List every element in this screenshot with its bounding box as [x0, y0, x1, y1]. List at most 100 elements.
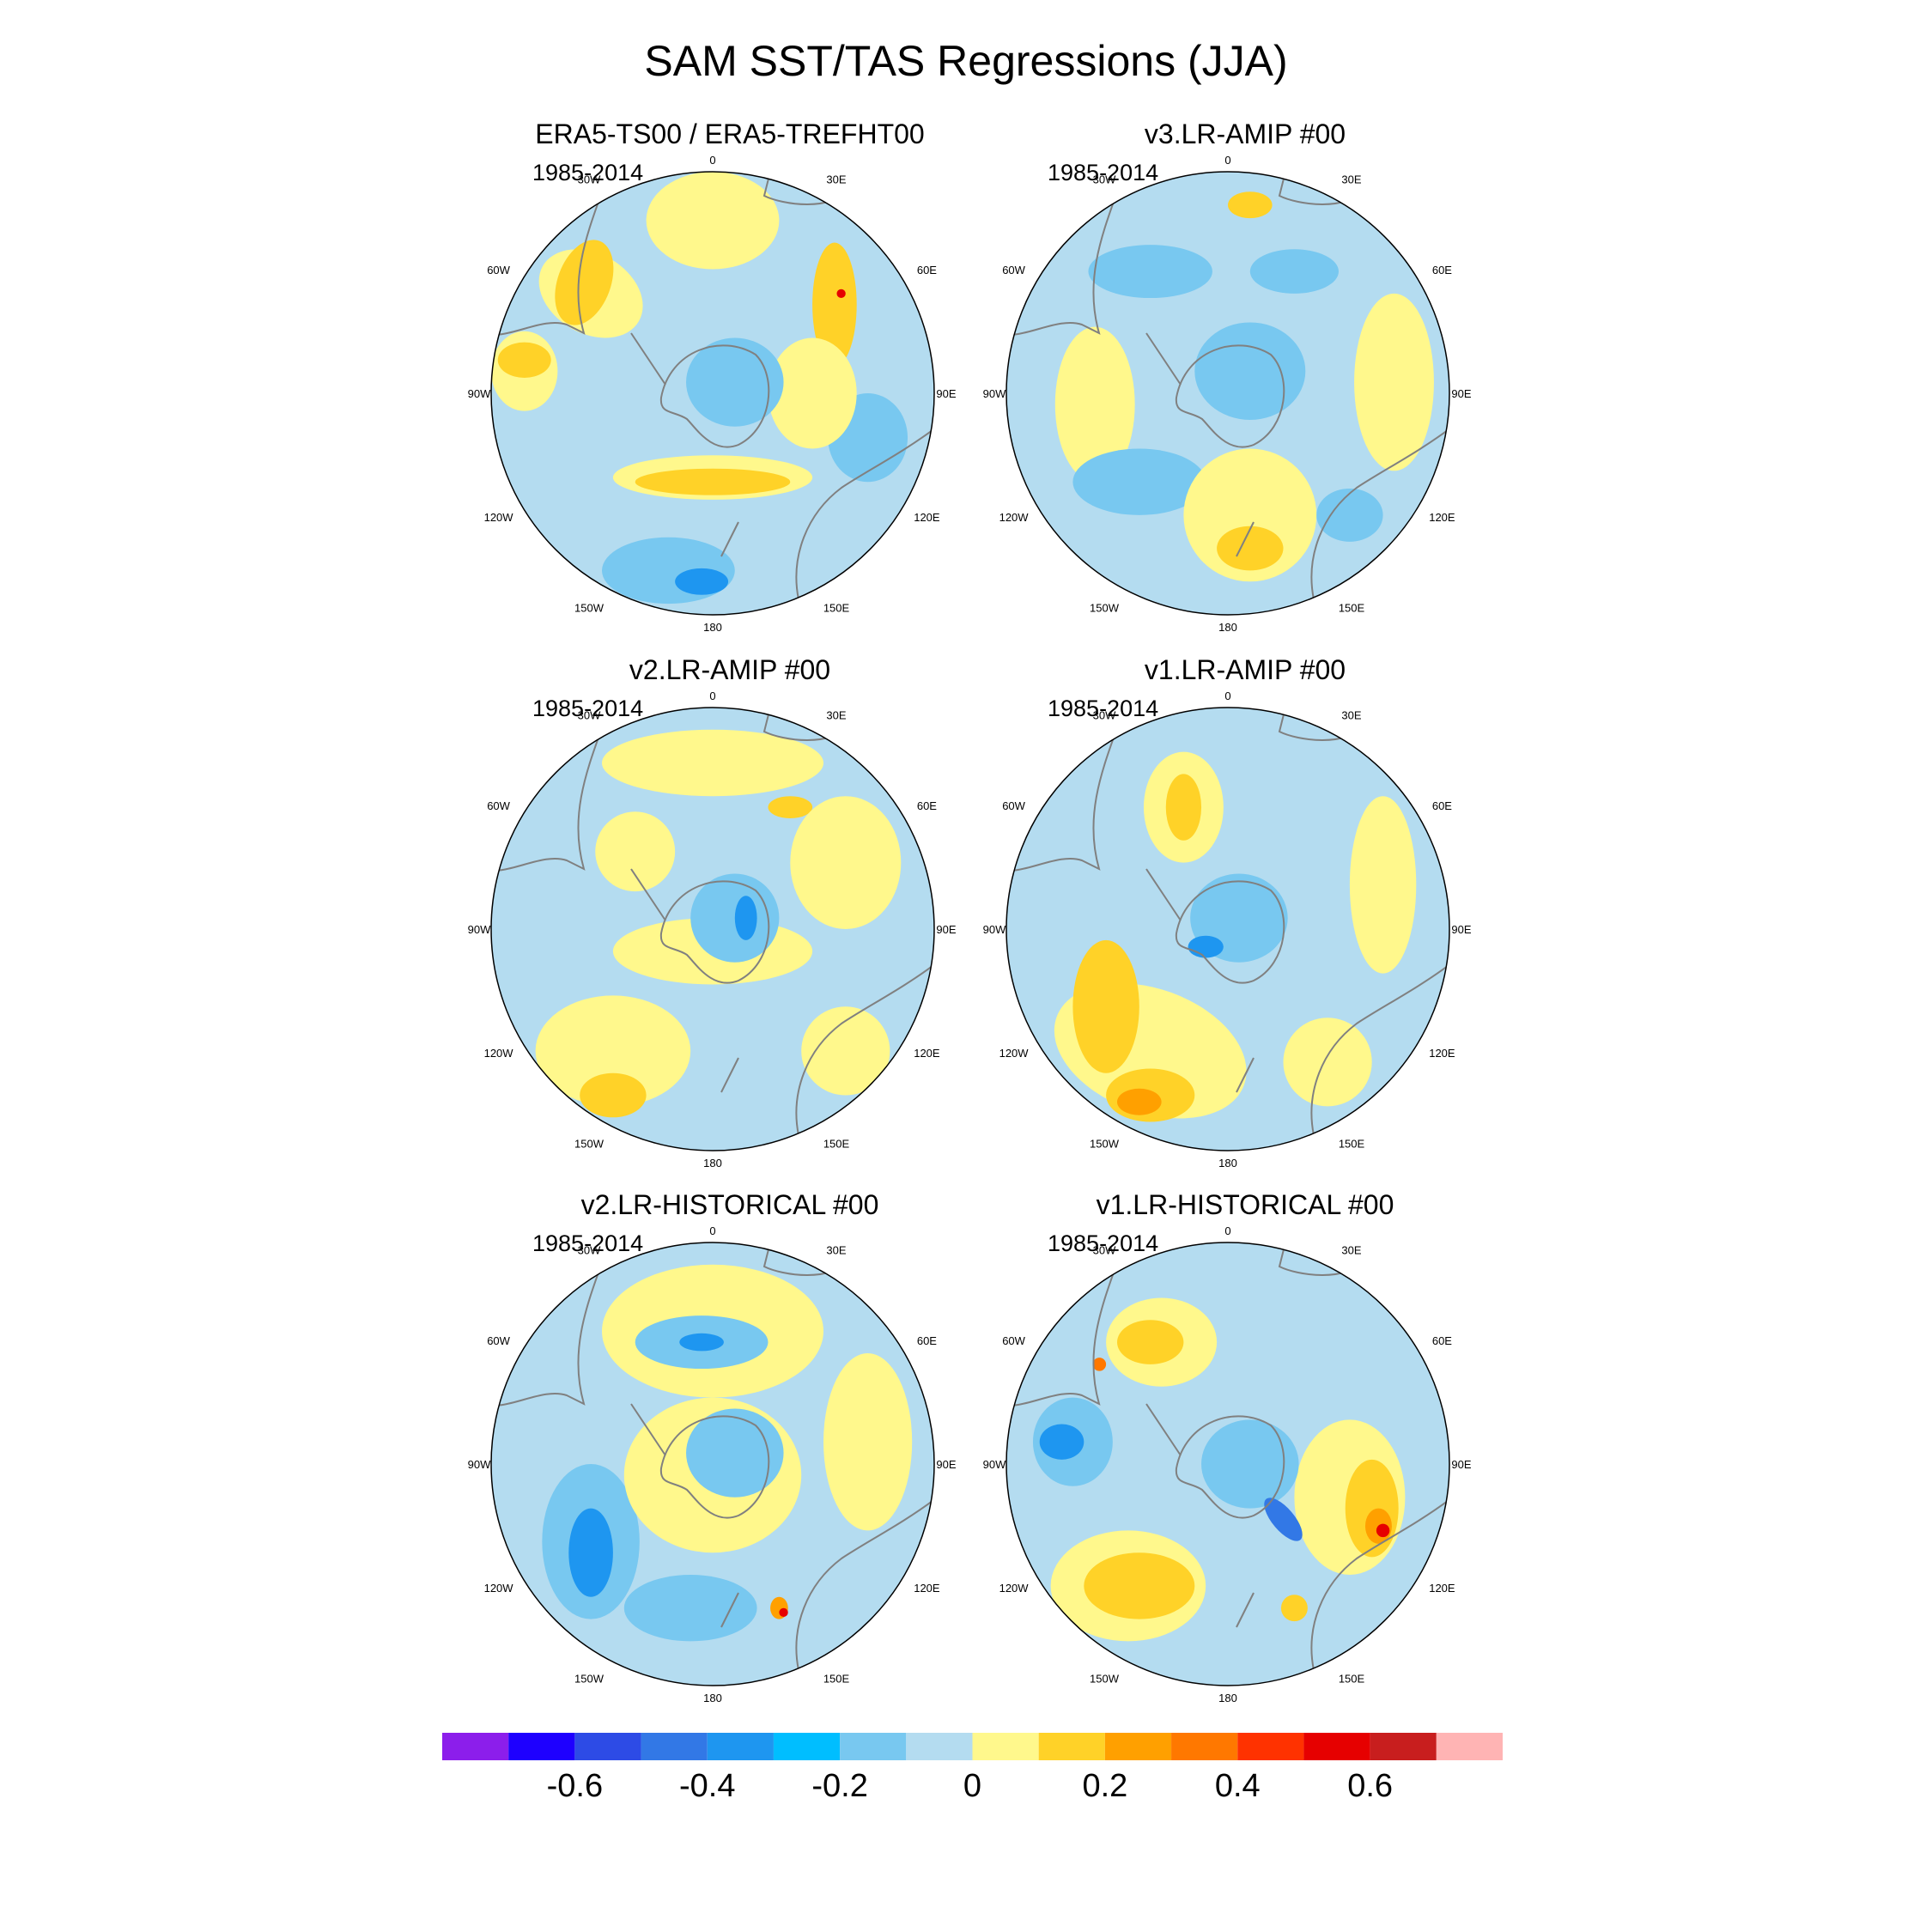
- peninsula-coastline: [630, 332, 666, 386]
- colorbar-swatch: [1303, 1733, 1370, 1760]
- field-blob: [790, 796, 902, 929]
- peninsula-coastline: [1145, 868, 1182, 921]
- longitude-label: 90W: [983, 1458, 1006, 1471]
- field-blob: [602, 729, 823, 797]
- map-border: [1005, 707, 1450, 1151]
- field-layer: [491, 172, 934, 615]
- longitude-label: 120W: [484, 1582, 514, 1595]
- australia-coastline: [1310, 1498, 1449, 1671]
- longitude-label: 60W: [1002, 264, 1025, 276]
- colorbar-tick-label: 0.4: [1215, 1768, 1261, 1804]
- longitude-label: 180: [1218, 621, 1237, 634]
- longitude-label: 90E: [936, 387, 956, 400]
- map-border: [1005, 1242, 1450, 1686]
- field-blob: [497, 342, 551, 378]
- field-blob: [1092, 1358, 1107, 1371]
- field-layer: [491, 708, 934, 1151]
- longitude-label: 30W: [1093, 709, 1116, 722]
- field-blob: [1280, 1595, 1308, 1622]
- field-blob: [679, 1333, 724, 1352]
- peninsula-coastline: [1145, 332, 1182, 386]
- longitude-label: 120E: [914, 511, 940, 524]
- map-border: [490, 1242, 935, 1686]
- field-blob: [1217, 526, 1284, 571]
- field-blob: [1349, 796, 1417, 974]
- longitude-label: 30E: [826, 709, 846, 722]
- australia-coastline: [795, 427, 934, 600]
- longitude-label: 0: [709, 1224, 715, 1237]
- longitude-label: 60E: [917, 264, 937, 276]
- map-border: [490, 171, 935, 616]
- longitude-label: 120E: [1429, 1047, 1455, 1060]
- antarctica-coastline: [659, 880, 770, 984]
- longitude-label: 150E: [823, 1672, 850, 1685]
- longitude-label: 30W: [578, 1244, 601, 1257]
- longitude-label: 90W: [983, 387, 1006, 400]
- longitude-label: 150W: [574, 601, 605, 614]
- antarctica-coastline: [659, 344, 770, 448]
- field-layer: [1006, 1242, 1449, 1686]
- map-panel: v1.LR-AMIP #00 0 30E 60E 90E 120E 150E 180 150W 1…: [970, 654, 1520, 1170]
- colorbar-tick-label: 0.2: [1082, 1768, 1127, 1804]
- field-blob: [646, 172, 780, 270]
- map-panel: v2.LR-AMIP #00 0 30E 60E 90E 120E 150E 180 150W 1…: [455, 654, 1005, 1170]
- antarctica-coastline: [659, 1415, 770, 1519]
- panel-title: v3.LR-AMIP #00: [1144, 118, 1346, 149]
- field-blob: [1354, 293, 1434, 471]
- field-blob: [1283, 1018, 1372, 1107]
- longitude-label: 180: [703, 1692, 722, 1704]
- panel-title: v1.LR-HISTORICAL #00: [1096, 1189, 1394, 1220]
- longitude-label: 120W: [999, 1047, 1030, 1060]
- colorbar-swatch: [1104, 1733, 1172, 1760]
- longitude-label: 90E: [1451, 923, 1471, 936]
- polar-map: 0 30E 60E 90E 120E 150E 180 150W 120W 90W 60W 30W: [468, 154, 957, 634]
- field-blob: [768, 337, 857, 449]
- map-panel: ERA5-TS00 / ERA5-TREFHT00 0 30E 60E 90E 120E 1…: [455, 118, 1005, 634]
- peninsula-coastline: [630, 868, 666, 921]
- colorbar-swatch: [508, 1733, 575, 1760]
- field-blob: [635, 468, 791, 495]
- longitude-label: 120E: [1429, 1582, 1455, 1595]
- south-america-coastline: [1006, 172, 1126, 336]
- longitude-label: 60E: [917, 1334, 937, 1347]
- longitude-label: 30E: [1341, 173, 1361, 186]
- new-zealand-coastline: [1236, 1057, 1255, 1093]
- panel-period: 1985-2014: [532, 160, 644, 185]
- australia-coastline: [795, 963, 934, 1136]
- antarctica-coastline: [1175, 1415, 1285, 1519]
- field-blob: [1201, 1419, 1299, 1509]
- panel-title: v2.LR-AMIP #00: [629, 654, 831, 685]
- field-blob: [734, 896, 757, 940]
- colorbar-swatch: [906, 1733, 973, 1760]
- figure-title: SAM SST/TAS Regressions (JJA): [644, 37, 1288, 85]
- map-border: [1005, 171, 1450, 616]
- field-blob: [836, 289, 846, 299]
- south-america-coastline: [491, 1242, 611, 1406]
- colorbar-swatch: [641, 1733, 708, 1760]
- colorbar-swatch: [1038, 1733, 1105, 1760]
- new-zealand-coastline: [720, 1592, 739, 1628]
- antarctica-coastline: [1175, 344, 1285, 448]
- longitude-label: 30W: [578, 709, 601, 722]
- australia-coastline: [795, 1498, 934, 1671]
- panel-title: v2.LR-HISTORICAL #00: [580, 1189, 879, 1220]
- longitude-label: 30E: [826, 1244, 846, 1257]
- longitude-label: 30E: [1341, 709, 1361, 722]
- longitude-label: 60E: [917, 799, 937, 812]
- polar-map: 0 30E 60E 90E 120E 150E 180 150W 120W 90W 60W 30W: [983, 154, 1472, 634]
- map-panel: v1.LR-HISTORICAL #00 0 30E 60E 90E 120E 150E 18…: [970, 1189, 1520, 1704]
- panel-period: 1985-2014: [1048, 696, 1159, 721]
- field-blob: [768, 796, 813, 818]
- longitude-label: 30W: [578, 173, 601, 186]
- new-zealand-coastline: [1236, 1592, 1255, 1628]
- longitude-label: 0: [1224, 154, 1230, 167]
- longitude-label: 90E: [936, 1458, 956, 1471]
- longitude-label: 90W: [468, 1458, 491, 1471]
- field-layer: [491, 1242, 934, 1686]
- longitude-label: 60W: [1002, 1334, 1025, 1347]
- longitude-label: 90E: [936, 923, 956, 936]
- new-zealand-coastline: [720, 521, 739, 557]
- longitude-label: 90W: [983, 923, 1006, 936]
- field-layer: [1006, 172, 1449, 615]
